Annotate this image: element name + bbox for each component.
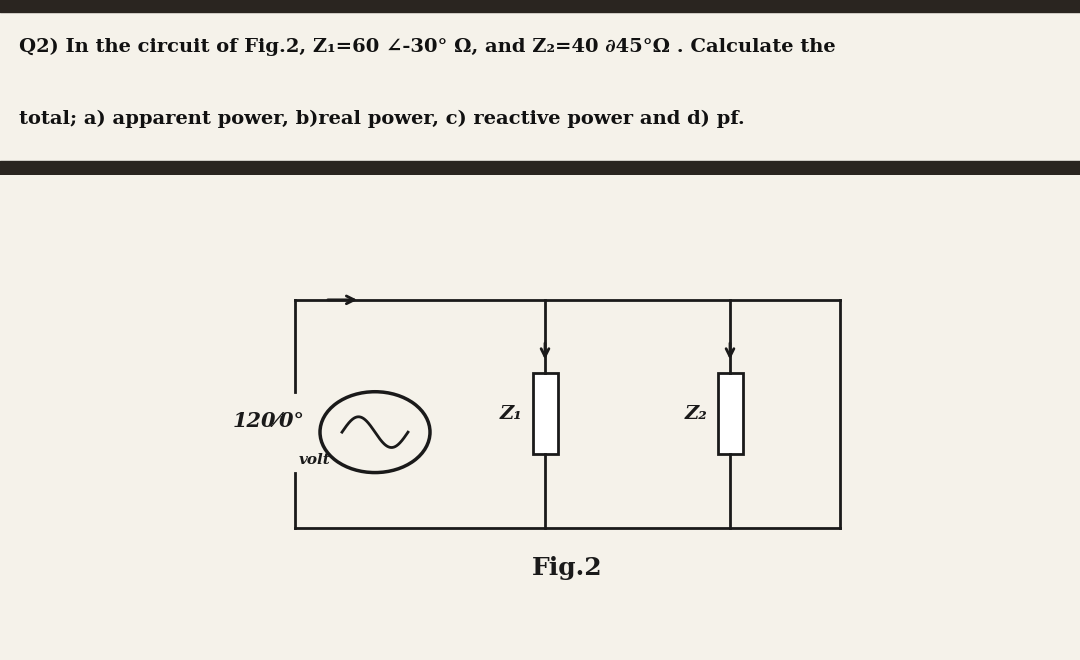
Text: total; a) apparent power, b)real power, c) reactive power and d) pf.: total; a) apparent power, b)real power, … xyxy=(19,110,745,128)
Bar xyxy=(532,374,557,454)
Text: volt: volt xyxy=(299,453,330,467)
Text: 120⁄0°: 120⁄0° xyxy=(233,411,305,431)
Text: Q2) In the circuit of Fig.2, Z₁=60 ∠-30° Ω, and Z₂=40 ∂45°Ω . Calculate the: Q2) In the circuit of Fig.2, Z₁=60 ∠-30°… xyxy=(19,38,836,56)
Text: Fig.2: Fig.2 xyxy=(532,556,603,580)
Text: Z₁: Z₁ xyxy=(500,405,523,423)
Bar xyxy=(717,374,743,454)
Text: Z₂: Z₂ xyxy=(685,405,707,423)
